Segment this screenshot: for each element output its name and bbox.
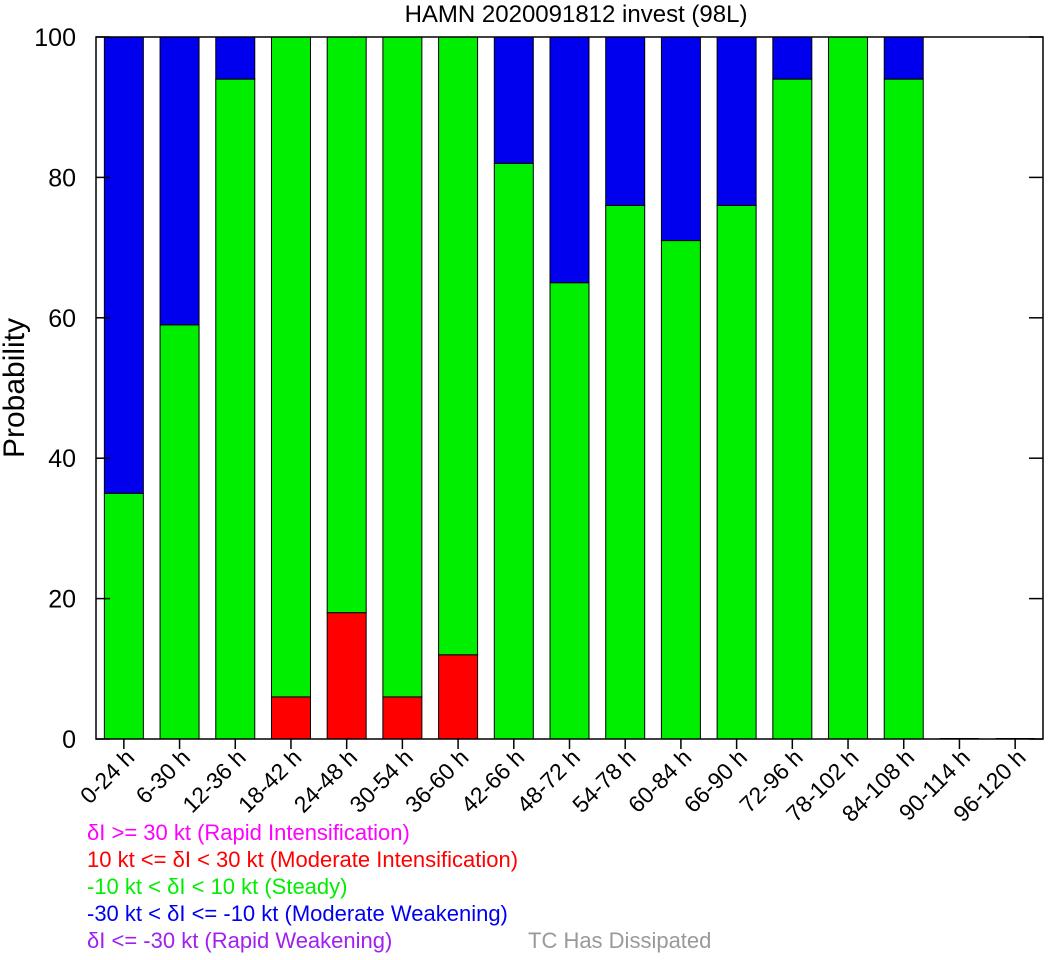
x-tick-label: 0-24 h [75,744,140,809]
chart-title: HAMN 2020091812 invest (98L) [405,1,748,28]
legend-entry: δI >= 30 kt (Rapid Intensification) [87,820,410,845]
bar-segment [438,36,479,656]
bar-segment [549,36,590,284]
bars-layer [103,36,1035,740]
bar-segment [549,282,590,740]
y-tick-label: 100 [34,24,76,52]
bar-segment [716,36,757,206]
bar-segment [159,324,200,740]
legend-dissipated-note: TC Has Dissipated [528,928,712,953]
bar-segment [772,78,813,740]
bar-segment [660,240,701,740]
bar-segment [215,36,256,80]
bar-segment [438,654,479,740]
bar-segment [270,36,311,698]
bar-segment [605,204,646,740]
bar-segment [270,696,311,740]
bar-segment [215,78,256,740]
bar-segment [716,204,757,740]
legend-entry: -10 kt < δI < 10 kt (Steady) [87,874,348,899]
y-tick-label: 80 [48,164,76,192]
y-tick-label: 0 [62,726,76,754]
bar-segment [382,36,423,698]
bar-segment [159,36,200,326]
bar-segment [660,36,701,242]
y-axis-label: Probability [0,318,31,458]
y-tick-label: 40 [48,445,76,473]
legend-entry: -30 kt < δI <= -10 kt (Moderate Weakenin… [87,901,508,926]
bar-segment [382,696,423,740]
bar-segment [326,36,367,614]
legend-entry: 10 kt <= δI < 30 kt (Moderate Intensific… [87,847,519,872]
bar-segment [103,36,144,494]
bar-segment [883,36,924,80]
y-tick-label: 20 [48,586,76,614]
bar-segment [605,36,646,206]
bar-segment [493,162,534,740]
bar-segment [493,36,534,164]
y-tick-label: 60 [48,305,76,333]
bar-segment [828,36,869,740]
legend-entry: δI <= -30 kt (Rapid Weakening) [87,928,393,953]
bar-segment [103,492,144,740]
bar-segment [326,612,367,740]
bar-segment [883,78,924,740]
bar-segment [772,36,813,80]
